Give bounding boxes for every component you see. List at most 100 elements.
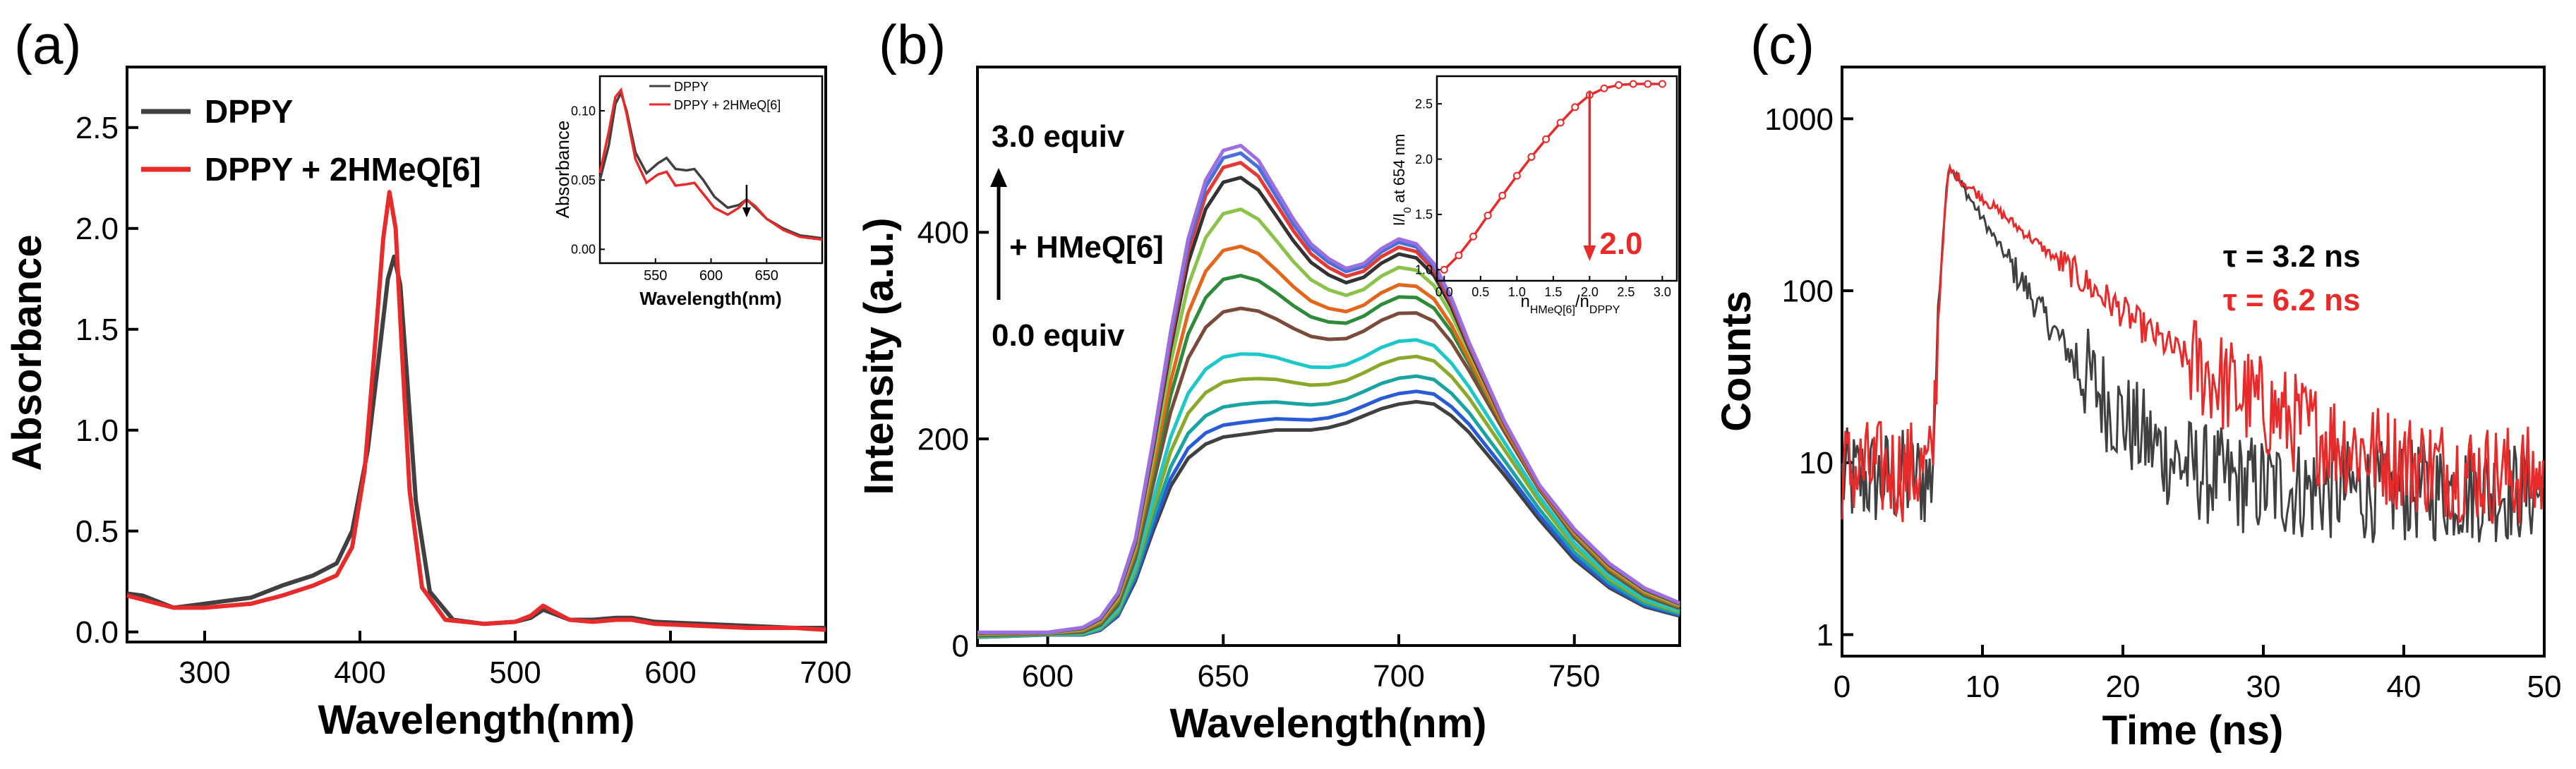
y-tick-label: 2.5 <box>76 111 119 145</box>
panel-b-annotation: 3.0 equiv + HMeQ[6] 0.0 equiv <box>990 119 1164 353</box>
equivalence-marker-label: 2.0 <box>1599 226 1642 261</box>
panel-a-inset-y-label: Absorbance <box>552 121 573 219</box>
annotation-bottom: 0.0 equiv <box>992 318 1125 353</box>
inset-legend-label-dppy: DPPY <box>674 80 709 94</box>
tau-label-dppy: τ = 3.2 ns <box>2223 239 2361 274</box>
x-tick-label: 500 <box>489 655 541 690</box>
panel-a-inset-series <box>598 87 823 241</box>
x-tick-label: 650 <box>1198 659 1249 694</box>
ratio-data-point <box>1571 103 1579 111</box>
x-tick-label: 600 <box>699 268 723 284</box>
panel-b-y-label: Intensity (a.u.) <box>856 217 902 495</box>
emission-line-4 <box>977 338 1680 638</box>
panel-c-y-label: Counts <box>1714 291 1759 432</box>
x-tick-label: 700 <box>1373 659 1424 694</box>
ratio-data-point <box>1527 152 1536 161</box>
panel-c-x-ticks: 0 10 20 30 40 50 <box>1834 645 2562 704</box>
y-tick-label: 0.05 <box>571 174 596 188</box>
y-tick-label: 1.5 <box>1415 207 1433 222</box>
panel-c: (c) 0 10 20 30 40 50 1 10 100 1000 Time (ns) Cou… <box>1714 13 2561 753</box>
ratio-data-point <box>1512 171 1521 180</box>
panel-b-inset-y-label: I/I0 at 654 nm <box>1390 134 1414 226</box>
emission-line-5 <box>977 306 1680 638</box>
inset-absorbance-line-dppy <box>598 89 823 240</box>
panel-b-inset-x-label: nHMeQ[6]/nDPPY <box>1521 292 1620 316</box>
panel-a-x-ticks: 300 400 500 600 700 <box>179 631 852 690</box>
ratio-data-point <box>1469 232 1478 241</box>
y-tick-label: 2.0 <box>1415 152 1433 166</box>
panel-b-inset-marker: 2.0 <box>1583 90 1643 261</box>
panel-b-series <box>977 143 1680 639</box>
ratio-data-point <box>1498 191 1507 200</box>
panel-a-y-ticks: 0.0 0.5 1.0 1.5 2.0 2.5 <box>76 111 138 650</box>
y-tick-label: 0.0 <box>76 615 119 650</box>
ratio-fit-line <box>1443 83 1663 271</box>
x-tick-label: 10 <box>1966 670 2000 704</box>
y-tick-label: 0 <box>952 629 969 663</box>
x-tick-label: 2.0 <box>1581 285 1599 299</box>
ratio-data-point <box>1615 81 1623 90</box>
panel-b-y-ticks: 0 200 400 <box>917 216 989 663</box>
emission-line-0 <box>977 399 1680 639</box>
legend-label-dppy: DPPY <box>205 93 293 130</box>
panel-a-x-label: Wavelength(nm) <box>318 697 635 743</box>
x-tick-label: 750 <box>1548 659 1600 694</box>
ratio-data-point <box>1556 119 1565 127</box>
panel-a-legend: DPPY DPPY + 2HMeQ[6] <box>141 93 481 188</box>
ratio-data-point <box>1455 251 1463 260</box>
x-tick-label: 0 <box>1834 670 1850 704</box>
panel-b-inset-frame <box>1436 75 1678 282</box>
x-tick-label: 2.5 <box>1617 285 1635 299</box>
y-tick-label: 100 <box>1782 274 1834 308</box>
absorbance-line-dppy <box>126 254 826 630</box>
legend-label-dppy-hmeq: DPPY + 2HMeQ[6] <box>205 151 481 188</box>
x-tick-label: 3.0 <box>1654 285 1671 299</box>
emission-line-12 <box>977 143 1680 634</box>
panel-a: (a) 300 400 500 600 700 0.0 0.5 1.0 1.5 2.0 2.5 W… <box>4 13 852 743</box>
panel-b-x-ticks: 600 650 700 750 <box>1022 634 1600 694</box>
y-tick-label: 0.00 <box>571 243 596 257</box>
panel-b-inset: 0.0 0.5 1.0 1.5 2.0 2.5 3.0 1.0 1.5 2.0 2.5 2.0 nH… <box>1390 75 1678 316</box>
panel-c-label: (c) <box>1750 13 1814 75</box>
decay-trace-1 <box>1841 163 2544 524</box>
inset-legend-label-dppy-hmeq: DPPY + 2HMeQ[6] <box>674 98 781 112</box>
y-tick-label: 0.10 <box>571 104 596 118</box>
x-tick-label: 50 <box>2527 670 2562 704</box>
absorbance-line-dppy-hmeq <box>126 190 826 632</box>
x-tick-label: 1.5 <box>1544 285 1562 299</box>
panel-b-x-label: Wavelength(nm) <box>1170 701 1487 746</box>
ratio-data-point <box>1600 84 1608 92</box>
down-arrow-icon <box>742 185 751 217</box>
up-arrowhead-icon <box>990 168 1007 187</box>
x-tick-label: 0.5 <box>1471 285 1489 299</box>
x-tick-label: 20 <box>2106 670 2141 704</box>
panel-a-frame <box>126 66 827 643</box>
tau-label-dppy-hmeq: τ = 6.2 ns <box>2223 283 2361 317</box>
y-tick-label: 1.0 <box>76 413 119 448</box>
inset-absorbance-line-dppy-hmeq <box>598 87 823 241</box>
ratio-data-point <box>1644 80 1652 88</box>
panel-c-series <box>1841 163 2544 543</box>
down-arrowhead-icon <box>742 207 751 217</box>
y-tick-label: 1.5 <box>76 313 119 347</box>
panel-a-series <box>126 190 826 632</box>
y-tick-label: 1 <box>1817 618 1834 653</box>
x-tick-label: 600 <box>1022 659 1073 694</box>
y-tick-label: 0.5 <box>76 514 119 549</box>
y-tick-label: 10 <box>1799 446 1834 480</box>
x-tick-label: 700 <box>800 655 851 690</box>
panel-c-y-ticks: 1 10 100 1000 <box>1764 102 1853 653</box>
panel-a-inset-ticks: 550 600 650 0.00 0.05 0.10 <box>571 104 778 284</box>
ratio-data-point <box>1629 80 1637 88</box>
x-tick-label: 1.0 <box>1508 285 1526 299</box>
panel-b-inset-ticks: 0.0 0.5 1.0 1.5 2.0 2.5 3.0 1.0 1.5 2.0 2.5 <box>1415 97 1671 299</box>
red-down-arrowhead-icon <box>1583 246 1596 261</box>
y-tick-label: 1.0 <box>1415 263 1433 277</box>
y-tick-label: 200 <box>917 423 969 457</box>
panel-a-label: (a) <box>14 13 81 75</box>
x-tick-label: 40 <box>2387 670 2421 704</box>
ratio-data-point <box>1542 135 1551 143</box>
ratio-data-point <box>1440 265 1448 274</box>
